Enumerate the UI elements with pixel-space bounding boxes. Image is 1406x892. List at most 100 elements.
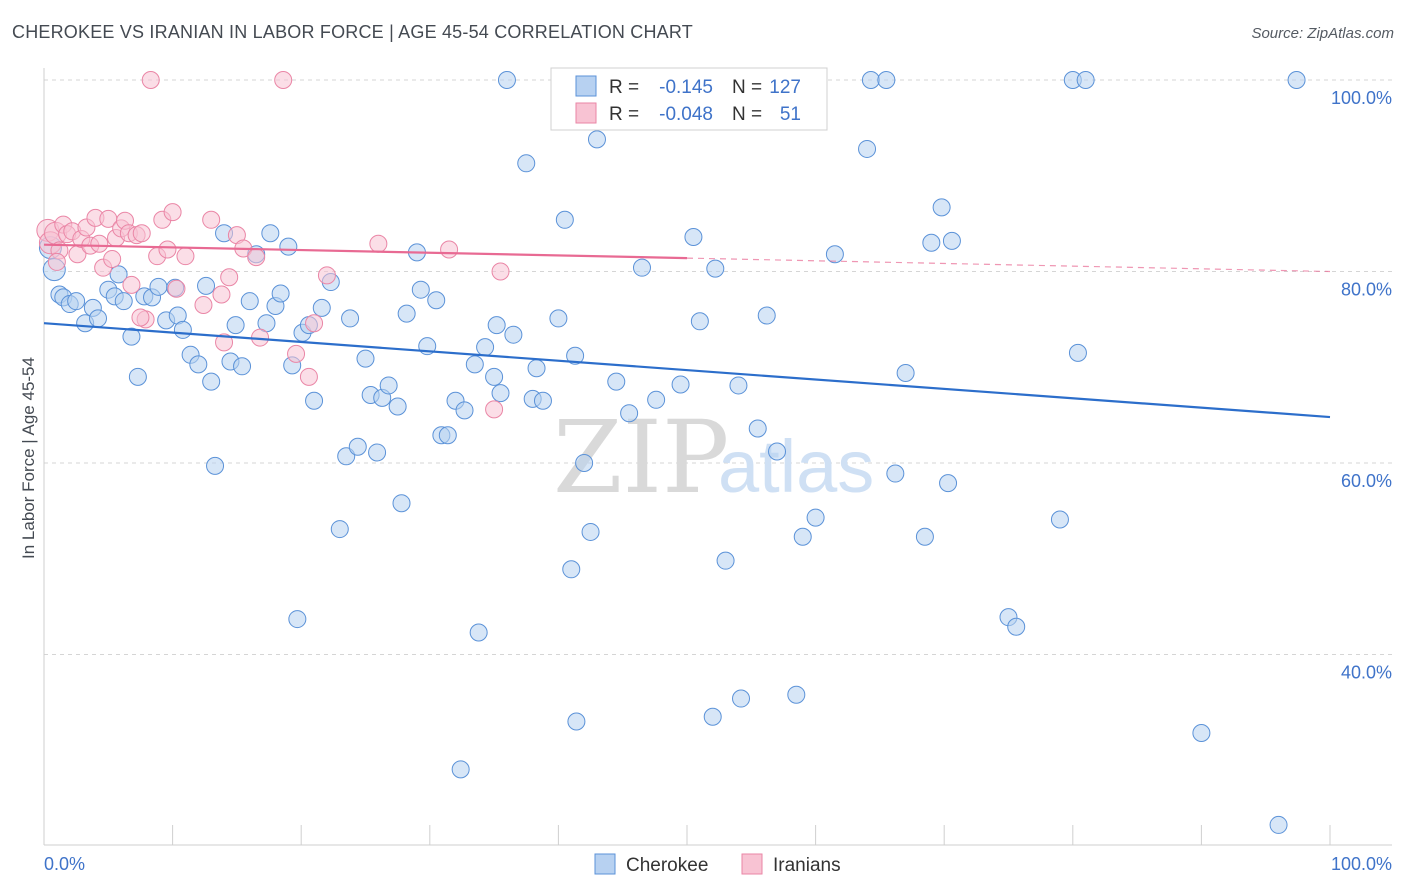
legend-r-label-iranians: R =	[609, 104, 639, 125]
cherokee-point-58	[411, 280, 430, 299]
iranians-trend-extension	[686, 257, 1331, 273]
cherokee-point-25	[202, 372, 221, 391]
cherokee-point-79	[555, 210, 574, 229]
iranians-point-44	[317, 266, 336, 285]
iranians-point-41	[287, 344, 306, 363]
cherokee-point-111	[939, 474, 958, 493]
cherokee-point-51	[368, 443, 387, 462]
iranians-point-38	[247, 248, 266, 267]
cherokee-point-23	[189, 355, 208, 374]
cherokee-point-64	[451, 760, 470, 779]
cherokee-point-80	[562, 560, 581, 579]
cherokee-point-69	[485, 367, 504, 386]
cherokee-point-110	[932, 198, 951, 217]
cherokee-point-76	[527, 359, 546, 378]
cherokee-point-68	[476, 338, 495, 357]
iranians-point-50	[47, 252, 66, 271]
cherokee-point-46	[337, 447, 356, 466]
cherokee-point-67	[469, 623, 488, 642]
cherokee-point-81	[566, 346, 585, 365]
bottom-legend-swatch-iranians	[741, 853, 763, 875]
cherokee-point-65	[455, 401, 474, 420]
cherokee-point-82	[575, 454, 594, 472]
iranians-point-12	[90, 234, 109, 253]
cherokee-point-5	[67, 292, 86, 311]
cherokee-point-39	[288, 610, 307, 629]
watermark-atlas: atlas	[718, 425, 874, 508]
trend-lines	[43, 243, 1331, 419]
cherokee-point-107	[896, 363, 915, 382]
cherokee-point-60	[427, 291, 446, 310]
bottom-legend: Cherokee Iranians	[594, 853, 841, 876]
iranians-point-33	[212, 285, 231, 304]
cherokee-point-17	[149, 277, 168, 296]
cherokee-point-83	[581, 522, 600, 541]
chart-title: CHEROKEE VS IRANIAN IN LABOR FORCE | AGE…	[12, 22, 693, 42]
iranians-point-27	[158, 240, 177, 259]
cherokee-point-122	[703, 707, 722, 726]
cherokee-point-8	[89, 309, 108, 328]
iranians-point-28	[163, 203, 182, 222]
legend-swatch-iranians	[575, 102, 597, 124]
iranians-point-34	[215, 333, 234, 352]
legend-n-label-iranians: N =	[732, 104, 762, 125]
cherokee-point-102	[825, 245, 844, 264]
cherokee-point-13	[122, 327, 141, 346]
cherokee-point-56	[397, 304, 416, 323]
cherokee-point-72	[497, 71, 516, 89]
cherokee-point-100	[793, 527, 812, 546]
iranians-point-35	[220, 268, 239, 287]
cherokee-point-86	[620, 404, 639, 423]
cherokee-point-12	[114, 292, 133, 311]
cherokee-point-121	[1287, 71, 1306, 89]
cherokee-point-96	[748, 419, 767, 438]
cherokee-point-87	[632, 258, 651, 277]
cherokee-point-120	[1269, 815, 1288, 834]
legend-n-value-cherokee: 127	[769, 77, 801, 98]
iranians-point-49	[131, 308, 150, 327]
cherokee-point-11	[109, 265, 128, 284]
iranians-point-40	[274, 71, 293, 89]
source-credit: Source: ZipAtlas.com	[1251, 25, 1394, 42]
cherokee-point-119	[1192, 724, 1211, 743]
cherokee-point-88	[647, 390, 666, 409]
x-tick-label-min: 0.0%	[44, 854, 85, 874]
cherokee-point-47	[341, 309, 360, 328]
cherokee-point-62	[438, 426, 457, 445]
cherokee-point-30	[233, 357, 252, 376]
cherokee-point-77	[533, 391, 552, 410]
cherokee-point-54	[388, 397, 407, 416]
cherokee-point-89	[671, 375, 690, 394]
legend-box: R = -0.145 N = 127 R = -0.048 N = 51	[550, 67, 828, 131]
cherokee-point-49	[356, 349, 375, 368]
axes	[43, 68, 1392, 846]
y-tick-label-0: 100.0%	[1331, 88, 1392, 108]
cherokee-point-73	[504, 325, 523, 344]
cherokee-point-104	[861, 71, 880, 89]
cherokee-point-106	[886, 464, 905, 483]
cherokee-point-99	[787, 685, 806, 704]
iranians-point-43	[305, 314, 324, 333]
iranians-point-45	[369, 234, 388, 253]
legend-r-value-iranians: -0.048	[659, 104, 713, 125]
iranians-point-29	[167, 279, 186, 298]
cherokee-point-115	[1050, 510, 1069, 529]
cherokee-point-14	[128, 367, 147, 386]
cherokee-point-114	[1007, 617, 1026, 636]
iranians-point-48	[491, 262, 510, 281]
cherokee-point-98	[768, 442, 787, 461]
legend-r-value-cherokee: -0.145	[659, 77, 713, 98]
cherokee-point-94	[729, 376, 748, 395]
y-axis-label: In Labor Force | Age 45-54	[19, 357, 38, 559]
cherokee-point-71	[491, 384, 510, 403]
cherokee-point-26	[206, 456, 225, 475]
cherokee-point-85	[607, 372, 626, 391]
cherokee-point-24	[197, 276, 216, 295]
cherokee-point-92	[706, 259, 725, 278]
iranians-point-30	[176, 247, 195, 266]
cherokee-point-90	[684, 228, 703, 247]
iranians-point-47	[485, 400, 504, 419]
cherokee-trend-line	[43, 322, 1331, 419]
cherokee-point-112	[942, 231, 961, 250]
bottom-legend-swatch-cherokee	[594, 853, 616, 875]
